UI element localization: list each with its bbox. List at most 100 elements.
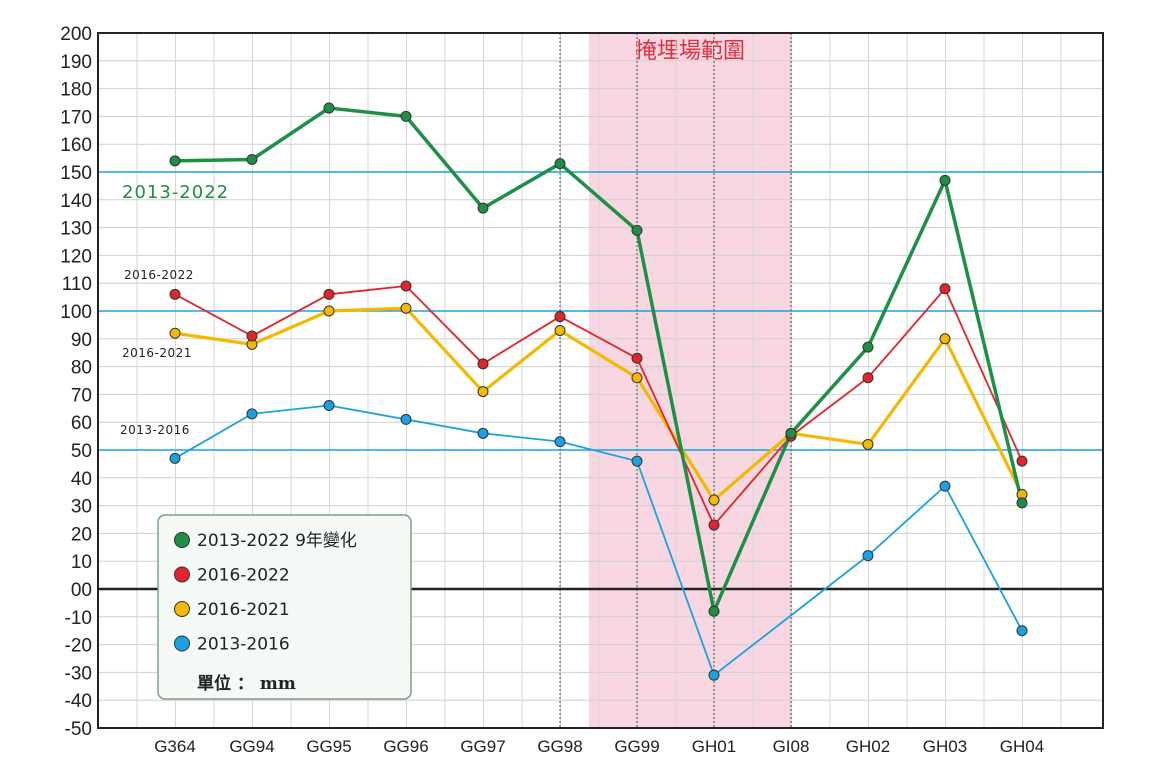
x-tick-label: GG98 [537,737,582,756]
data-point [708,494,720,506]
x-tick-label: GG97 [460,737,505,756]
y-tick-label: -30 [65,663,92,684]
data-point [169,155,181,167]
y-tick-label: 10 [71,552,92,573]
x-axis-ticks: G364 GG94 GG95 GG96 GG97 GG98 GG99 GH01 GI08 GH02… [154,737,1044,756]
y-tick-label: 20 [71,524,92,545]
y-axis-ticks: 200 190 180 170 160 150 140 130 120 110 100 90 80 70 6… [60,24,92,740]
data-point [400,302,412,314]
legend-box [157,514,412,700]
y-tick-label: 50 [71,441,92,462]
data-point [939,480,951,492]
data-point [323,305,335,317]
data-point [708,605,720,617]
data-point [323,102,335,114]
data-point [631,224,643,236]
y-tick-label: -20 [65,636,92,657]
legend-entry: 2013-2016 [197,635,290,655]
x-tick-label: GG96 [383,737,428,756]
data-point [554,311,566,323]
y-tick-label: 00 [71,580,92,601]
series-label: 2013-2016 [120,423,190,437]
series-layer [169,102,1028,681]
y-tick-label: 180 [60,80,92,101]
series-label: 2013-2022 [122,182,229,203]
x-tick-label: GI08 [773,737,810,756]
y-tick-label: 170 [60,107,92,128]
data-point [246,153,258,165]
data-point [477,386,489,398]
legend-entry: 2016-2022 [197,566,290,586]
x-tick-label: GH01 [692,737,736,756]
y-tick-label: 30 [71,497,92,518]
plot-frame [97,32,1104,729]
x-tick-label: GH04 [1000,737,1044,756]
data-point [477,427,489,439]
y-tick-label: 190 [60,52,92,73]
data-point [1016,497,1028,509]
x-tick-label: GH02 [846,737,890,756]
data-point [477,202,489,214]
series-label: 2016-2022 [124,268,194,282]
y-tick-label: 120 [60,246,92,267]
y-tick-label: 110 [62,274,92,295]
data-point [862,550,874,562]
x-tick-label: G364 [154,737,196,756]
y-tick-label: 200 [60,24,92,45]
data-point [477,358,489,370]
data-point [939,333,951,345]
data-point [1016,455,1028,467]
y-tick-label: 100 [60,302,92,323]
data-point [554,436,566,448]
y-tick-label: 160 [60,135,92,156]
legend-marker [174,566,190,583]
highlight-region-layer: 掩埋場範圍 [589,33,791,728]
data-point [862,372,874,384]
x-tick-label: GG95 [306,737,351,756]
legend-entry: 2016-2021 [197,600,290,620]
series-line [174,106,1024,613]
data-point [862,438,874,450]
data-point [554,324,566,336]
series-labels-layer: 2013-2022 2016-2022 2016-2021 2013-2016 [120,182,229,437]
y-tick-label: 60 [71,413,92,434]
data-point [631,455,643,467]
y-tick-label: -40 [65,691,92,712]
legend-entry: 2013-2022 9年變化 [197,531,357,551]
series-label: 2016-2021 [122,346,192,360]
data-point [323,400,335,412]
y-tick-label: 130 [60,219,92,240]
legend-unit: 單位 ： mm [197,673,296,694]
y-tick-label: 150 [60,163,92,184]
data-point [785,427,797,439]
series-line [174,285,1023,526]
data-point [169,288,181,300]
data-point [708,519,720,531]
data-point [246,408,258,420]
y-tick-label: 90 [71,330,92,351]
data-point [939,283,951,295]
data-point [631,352,643,364]
data-point [400,110,412,122]
data-point [169,452,181,464]
y-tick-label: 80 [71,358,92,379]
series-line [174,306,1024,502]
legend-marker [174,601,190,617]
data-point [169,327,181,339]
region-label: 掩埋場範圍 [635,39,745,64]
legend-marker [174,532,190,548]
data-point [246,330,258,342]
data-point [1016,625,1028,637]
y-tick-label: -50 [65,719,92,740]
legend-marker [174,635,190,652]
y-tick-label: 70 [71,385,92,406]
data-point [554,158,566,170]
data-point [708,669,720,681]
x-tick-label: GG99 [614,737,659,756]
highlight-region [589,33,791,728]
data-point [939,174,951,186]
y-tick-label: 40 [71,469,92,490]
y-tick-label: 140 [60,191,92,212]
y-tick-label: -10 [65,608,92,629]
data-point [323,288,335,300]
